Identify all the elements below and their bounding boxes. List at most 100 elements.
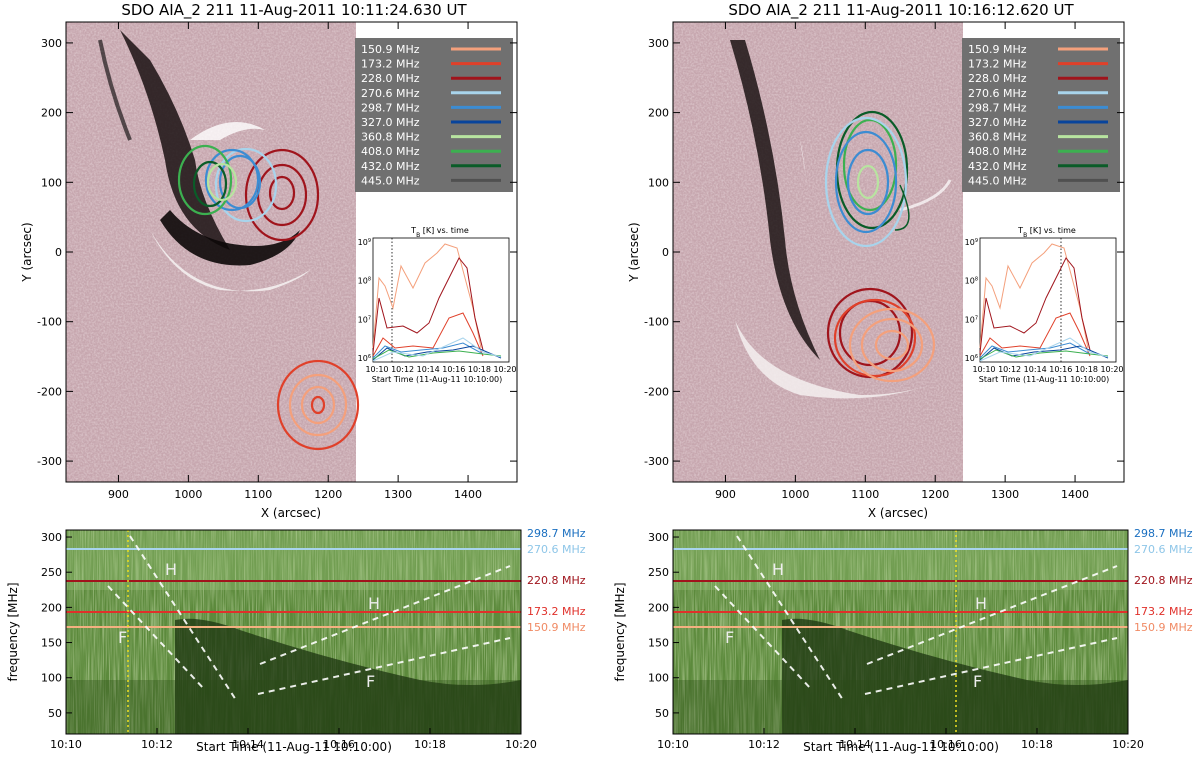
inset-x-tick-label: 10:10 [972, 365, 995, 374]
aia-difference-image [673, 22, 963, 482]
inset-y-tick-label: 108 [965, 277, 978, 286]
y-tick-label: 100 [648, 672, 669, 685]
y-tick-label: 250 [41, 566, 62, 579]
y-tick-label: 50 [655, 707, 669, 720]
y-tick-label: 150 [41, 637, 62, 650]
inset-x-tick-label: 10:16 [1049, 365, 1072, 374]
image-y-label: Y (arcsec) [627, 222, 641, 282]
harmonic-label: H [368, 594, 380, 613]
x-tick-label: 900 [715, 488, 736, 501]
inset-title-sub: B [416, 232, 420, 239]
panel-left: SDO AIA_2 211 11-Aug-2011 10:11:24.630 U… [6, 1, 586, 754]
spectrum-frame [65, 529, 522, 735]
inset-x-tick-label: 10:14 [417, 365, 440, 374]
x-tick-label: 900 [108, 488, 129, 501]
x-tick-label: 10:12 [141, 738, 173, 751]
y-tick-label: 200 [648, 107, 669, 120]
image-x-label: X (arcsec) [868, 506, 928, 520]
legend-label: 270.6 MHz [361, 87, 420, 100]
spectrum-frequency-labels: 298.7 MHz 270.6 MHz 220.8 MHz 173.2 MHz 150.… [1134, 527, 1193, 634]
radio-contours-upper [824, 110, 910, 248]
frequency-label: 270.6 MHz [527, 543, 586, 556]
legend-label: 408.0 MHz [968, 145, 1027, 158]
legend-label: 150.9 MHz [968, 43, 1027, 56]
y-tick-label: -100 [644, 316, 669, 329]
frequency-label: 173.2 MHz [527, 605, 586, 618]
radio-contours-lower [276, 359, 360, 451]
legend-label: 360.8 MHz [361, 131, 420, 144]
inset-curve [979, 312, 1091, 357]
x-tick-label: 1200 [921, 488, 949, 501]
y-tick-label: -300 [644, 455, 669, 468]
y-tick-label: 300 [41, 531, 62, 544]
legend-label: 270.6 MHz [968, 87, 1027, 100]
frequency-label: 150.9 MHz [527, 621, 586, 634]
x-tick-label: 10:10 [50, 738, 82, 751]
inset-title-rest: [K] vs. time [420, 226, 469, 235]
panel-right: SDO AIA_2 211 11-Aug-2011 10:16:12.620 U… [613, 1, 1193, 754]
y-tick-label: 50 [48, 707, 62, 720]
inset-x-tick-label: 10:18 [1075, 365, 1098, 374]
spectrum-y-label: frequency [MHz] [6, 582, 20, 681]
x-tick-label: 1000 [174, 488, 202, 501]
legend-label: 360.8 MHz [968, 131, 1027, 144]
legend-label: 445.0 MHz [361, 174, 420, 187]
image-y-label: Y (arcsec) [20, 222, 34, 282]
legend-label: 327.0 MHz [968, 116, 1027, 129]
inset-curve [979, 345, 1109, 361]
inset-curve [979, 257, 1091, 354]
spectrum-axes: 300 250 200 150 100 50 10:10 10:12 10:14 10:16 10:… [648, 531, 1144, 751]
harmonic-label: H [975, 594, 987, 613]
fundamental-label: F [366, 672, 375, 691]
x-tick-label: 1100 [851, 488, 879, 501]
radio-contours-upper [177, 144, 320, 242]
inset-curve [979, 349, 1109, 360]
x-tick-label: 1000 [781, 488, 809, 501]
y-tick-label: 200 [41, 601, 62, 614]
frequency-label: 220.8 MHz [527, 574, 586, 587]
spectrum-x-label: Start Time (11-Aug-11 10:10:00) [803, 740, 999, 754]
x-tick-label: 10:20 [505, 738, 537, 751]
x-tick-label: 1400 [1061, 488, 1089, 501]
y-tick-label: -200 [37, 385, 62, 398]
panel-title: SDO AIA_2 211 11-Aug-2011 10:16:12.620 U… [728, 1, 1074, 20]
x-tick-label: 10:20 [1112, 738, 1144, 751]
inset-curve [372, 342, 484, 359]
y-tick-label: -200 [644, 385, 669, 398]
harmonic-label: H [165, 560, 177, 579]
inset-curve [372, 257, 484, 354]
frequency-label: 270.6 MHz [1134, 543, 1193, 556]
legend-label: 445.0 MHz [968, 174, 1027, 187]
inset-x-label: Start Time (11-Aug-11 10:10:00) [979, 375, 1110, 384]
legend-label: 173.2 MHz [968, 58, 1027, 71]
image-axes: 900 1000 1100 1200 1300 14003002001000-100-20… [644, 22, 1124, 501]
inset-title: T [1017, 226, 1023, 235]
y-tick-label: 0 [55, 246, 62, 259]
y-tick-label: -100 [37, 316, 62, 329]
spectrum-x-label: Start Time (11-Aug-11 10:10:00) [196, 740, 392, 754]
y-tick-label: 0 [662, 246, 669, 259]
inset-y-tick-label: 109 [358, 238, 371, 247]
y-tick-label: 100 [648, 176, 669, 189]
spectrum-frequency-labels: 298.7 MHz 270.6 MHz 220.8 MHz 173.2 MHz 150.… [527, 527, 586, 634]
y-tick-label: 300 [41, 37, 62, 50]
inset-x-tick-label: 10:10 [365, 365, 388, 374]
x-tick-label: 10:10 [657, 738, 689, 751]
legend-label: 228.0 MHz [361, 72, 420, 85]
inset-y-tick-label: 106 [358, 354, 371, 363]
y-tick-label: 200 [41, 107, 62, 120]
legend-label: 173.2 MHz [361, 58, 420, 71]
frequency-label: 173.2 MHz [1134, 605, 1193, 618]
x-tick-label: 1200 [314, 488, 342, 501]
inset-x-label: Start Time (11-Aug-11 10:10:00) [372, 375, 503, 384]
inset-x-tick-label: 10:12 [391, 365, 414, 374]
inset-curve [372, 345, 502, 361]
x-tick-label: 1100 [244, 488, 272, 501]
inset-title-sub: B [1023, 232, 1027, 239]
y-tick-label: 100 [41, 176, 62, 189]
dynamic-spectrum: H H F F [673, 530, 1128, 734]
x-tick-label: 1300 [384, 488, 412, 501]
